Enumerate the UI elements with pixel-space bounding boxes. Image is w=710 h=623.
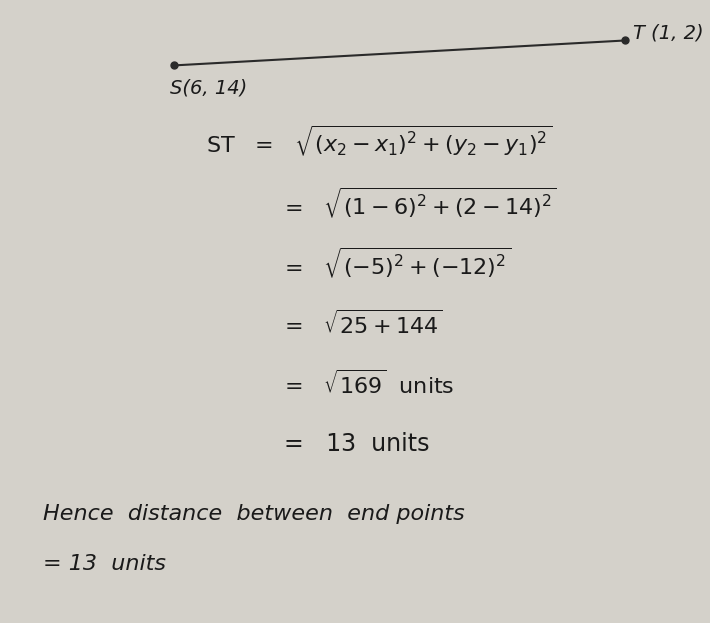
Text: = 13  units: = 13 units xyxy=(43,554,165,574)
Text: =   $\sqrt{169}$  units: = $\sqrt{169}$ units xyxy=(284,369,454,398)
Text: Hence  distance  between  end points: Hence distance between end points xyxy=(43,504,464,524)
Text: =   $\sqrt{25 + 144}$: = $\sqrt{25 + 144}$ xyxy=(284,309,442,338)
Text: =   $\sqrt{(-5)^2 + (-12)^2}$: = $\sqrt{(-5)^2 + (-12)^2}$ xyxy=(284,245,511,280)
Text: S(6, 14): S(6, 14) xyxy=(170,78,248,97)
Text: ST   =   $\sqrt{(x_2 - x_1)^2 + (y_2 - y_1)^2}$: ST = $\sqrt{(x_2 - x_1)^2 + (y_2 - y_1)^… xyxy=(206,123,552,158)
Text: T (1, 2): T (1, 2) xyxy=(633,24,704,42)
Text: =   $\sqrt{(1-6)^2 + (2-14)^2}$: = $\sqrt{(1-6)^2 + (2-14)^2}$ xyxy=(284,185,557,220)
Text: =   13  units: = 13 units xyxy=(284,432,430,456)
